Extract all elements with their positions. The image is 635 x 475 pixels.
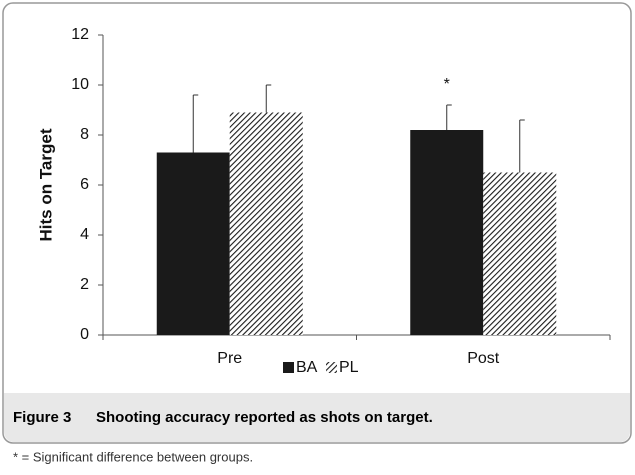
bar bbox=[483, 172, 557, 335]
x-tick-label: Pre bbox=[217, 350, 242, 367]
y-tick-label: 2 bbox=[80, 276, 89, 293]
y-tick-label: 4 bbox=[80, 226, 89, 243]
y-axis-label: Hits on Target bbox=[36, 128, 55, 241]
legend-label: PL bbox=[339, 359, 359, 376]
annotation: * bbox=[444, 76, 450, 93]
y-tick-label: 10 bbox=[71, 76, 89, 93]
legend-swatch bbox=[283, 362, 294, 373]
bar bbox=[410, 130, 484, 335]
y-tick-label: 6 bbox=[80, 176, 89, 193]
bar bbox=[229, 112, 303, 335]
y-tick-label: 8 bbox=[80, 126, 89, 143]
legend-swatch bbox=[326, 362, 337, 373]
y-tick-label: 12 bbox=[71, 26, 89, 43]
caption-text: Shooting accuracy reported as shots on t… bbox=[96, 409, 433, 426]
footnote: * = Significant difference between group… bbox=[13, 449, 253, 464]
bar bbox=[156, 152, 230, 335]
y-tick-label: 0 bbox=[80, 326, 89, 343]
caption-label: Figure 3 bbox=[13, 409, 71, 426]
legend-label: BA bbox=[296, 359, 318, 376]
x-tick-label: Post bbox=[467, 350, 500, 367]
caption-box bbox=[4, 393, 630, 442]
